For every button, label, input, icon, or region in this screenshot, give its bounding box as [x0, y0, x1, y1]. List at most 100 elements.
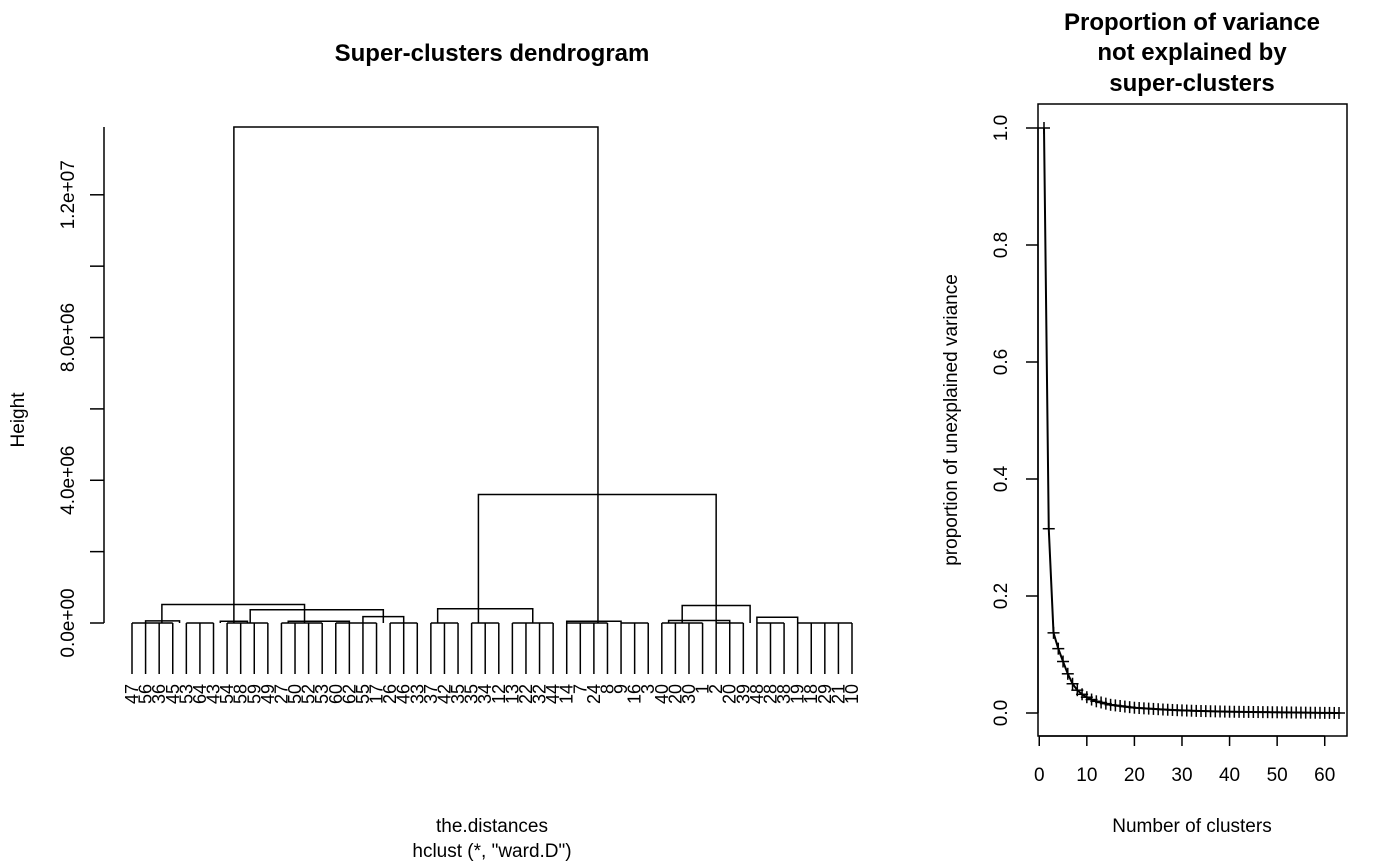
dendrogram-leaf-label: 7 [570, 684, 590, 694]
variance-y-tick-label: 1.0 [991, 115, 1012, 141]
variance-y-tick-label: 0.4 [991, 465, 1012, 492]
dendrogram-leaf-label: 43 [204, 684, 224, 704]
variance-point [1042, 522, 1055, 535]
dendrogram-leaf-label: 36 [149, 684, 169, 704]
dendrogram-y-tick-label: 0.0e+00 [58, 588, 79, 657]
dendrogram-leaf-label: 53 [312, 684, 332, 704]
variance-y-label: proportion of unexplained variance [941, 274, 962, 566]
dendrogram-leaf-label: 16 [625, 684, 645, 704]
dendrogram-x-label: the.distances [436, 816, 548, 837]
dendrogram-y-tick-label: 1.2e+07 [58, 160, 79, 229]
variance-x-tick-label: 50 [1267, 765, 1288, 786]
dendrogram-y-axis: 0.0e+00 4.0e+06 8.0e+06 1.2e+07 [58, 127, 105, 658]
variance-y-tick-label: 0.0 [991, 700, 1012, 726]
dendrogram-leaf-label: 60 [326, 684, 346, 704]
dendrogram-leaf-label: 46 [394, 684, 414, 704]
variance-point [1052, 642, 1065, 655]
dendrogram-leaf-label: 20 [665, 684, 685, 704]
variance-x-tick-label: 60 [1314, 765, 1335, 786]
dendrogram-leaf-label: 48 [747, 684, 767, 704]
dendrogram-leaf-label: 13 [502, 684, 522, 704]
dendrogram-leaf-label: 33 [407, 684, 427, 704]
dendrogram-merge [249, 609, 385, 623]
variance-point [1057, 655, 1070, 668]
variance-x-tick-label: 40 [1219, 765, 1240, 786]
dendrogram-merge [287, 620, 351, 623]
variance-plot-frame [1037, 103, 1348, 737]
variance-point [1333, 707, 1345, 719]
dendrogram-leaf-labels: 4756364553644354585949275052536062551726… [122, 684, 862, 704]
variance-point [1061, 667, 1074, 680]
dendrogram-leaf-label: 8 [597, 684, 617, 694]
dendrogram-leaf-label: 54 [217, 684, 237, 704]
variance-point [1076, 688, 1089, 701]
dendrogram-leaf-label: 28 [760, 684, 780, 704]
dendrogram-leaf-label: 12 [489, 684, 509, 704]
variance-title-line-2: not explained by [1097, 39, 1287, 66]
dendrogram-leaf-label: 56 [136, 684, 156, 704]
variance-point [1080, 691, 1093, 704]
dendrogram-leaf-label: 27 [271, 684, 291, 704]
dendrogram-leaf-label: 30 [679, 684, 699, 704]
dendrogram-leaf-label: 21 [828, 684, 848, 704]
dendrogram-leaf-label: 32 [530, 684, 550, 704]
dendrogram-merge [756, 616, 799, 623]
variance-x-tick-label: 20 [1124, 765, 1145, 786]
variance-x-label: Number of clusters [1112, 816, 1271, 837]
dendrogram-leaf-label: 18 [801, 684, 821, 704]
variance-point [1095, 696, 1108, 709]
variance-point [1047, 626, 1060, 639]
dendrogram-title: Super-clusters dendrogram [335, 40, 650, 67]
variance-point [1099, 697, 1112, 710]
dendrogram-leaf-label: 40 [652, 684, 672, 704]
dendrogram-leaf-label: 17 [367, 684, 387, 704]
variance-x-tick-label: 0 [1034, 765, 1045, 786]
dendrogram-leaf-label: 1 [693, 684, 713, 694]
variance-x-tick-label: 30 [1171, 765, 1192, 786]
dendrogram-y-label: Height [8, 392, 29, 448]
variance-y-tick-label: 0.2 [991, 583, 1012, 609]
dendrogram-y-tick-label: 8.0e+06 [58, 303, 79, 372]
dendrogram-leaf-label: 38 [774, 684, 794, 704]
variance-panel: Proportion of variance not explained by … [941, 9, 1348, 837]
variance-title-line-1: Proportion of variance [1064, 9, 1320, 36]
dendrogram-leaf-label: 44 [543, 684, 563, 704]
dendrogram-y-tick-label: 4.0e+06 [58, 446, 79, 515]
dendrogram-leaf-label: 9 [611, 684, 631, 694]
dendrogram-leaf-label: 39 [733, 684, 753, 704]
dendrogram-leaf-label: 59 [244, 684, 264, 704]
variance-y-tick-label: 0.6 [991, 349, 1012, 375]
variance-axes: 0 10 20 30 40 50 60 0.0 0.2 0.4 0.6 0.8 1.0 [991, 115, 1335, 786]
dendrogram-tree [131, 126, 853, 674]
dendrogram-leaf-label: 10 [842, 684, 862, 704]
variance-title-line-3: super-clusters [1109, 70, 1274, 97]
dendrogram-leaf-label: 55 [353, 684, 373, 704]
dendrogram-leaf-label: 35 [462, 684, 482, 704]
variance-series-line [1043, 127, 1340, 714]
dendrogram-panel: Super-clusters dendrogram the.distances … [8, 40, 862, 862]
variance-y-tick-label: 0.8 [991, 232, 1012, 258]
dendrogram-leaf-label: 42 [434, 684, 454, 704]
dendrogram-leaf-label: 24 [584, 684, 604, 704]
dendrogram-merge [667, 619, 731, 623]
variance-point [1038, 122, 1050, 134]
dendrogram-leaf-label: 35 [448, 684, 468, 704]
dendrogram-leaf-label: 29 [815, 684, 835, 704]
variance-points [1038, 122, 1345, 719]
variance-point [1066, 677, 1079, 690]
dendrogram-leaf-label: 14 [557, 684, 577, 704]
dendrogram-leaf-label: 3 [638, 684, 658, 694]
dendrogram-sub-label: hclust (*, "ward.D") [412, 841, 571, 862]
dendrogram-leaf-label: 2 [706, 684, 726, 694]
dendrogram-leaf-label: 45 [163, 684, 183, 704]
dendrogram-merge [565, 620, 622, 623]
variance-x-tick-label: 10 [1076, 765, 1097, 786]
dendrogram-leaf-label: 19 [788, 684, 808, 704]
dendrogram-leaf-label: 20 [720, 684, 740, 704]
dendrogram-leaf-label: 37 [421, 684, 441, 704]
dendrogram-merge [233, 126, 599, 623]
dendrogram-leaf-label: 47 [122, 684, 142, 704]
dendrogram-leaf-label: 58 [231, 684, 251, 704]
dendrogram-leaf-label: 22 [516, 684, 536, 704]
